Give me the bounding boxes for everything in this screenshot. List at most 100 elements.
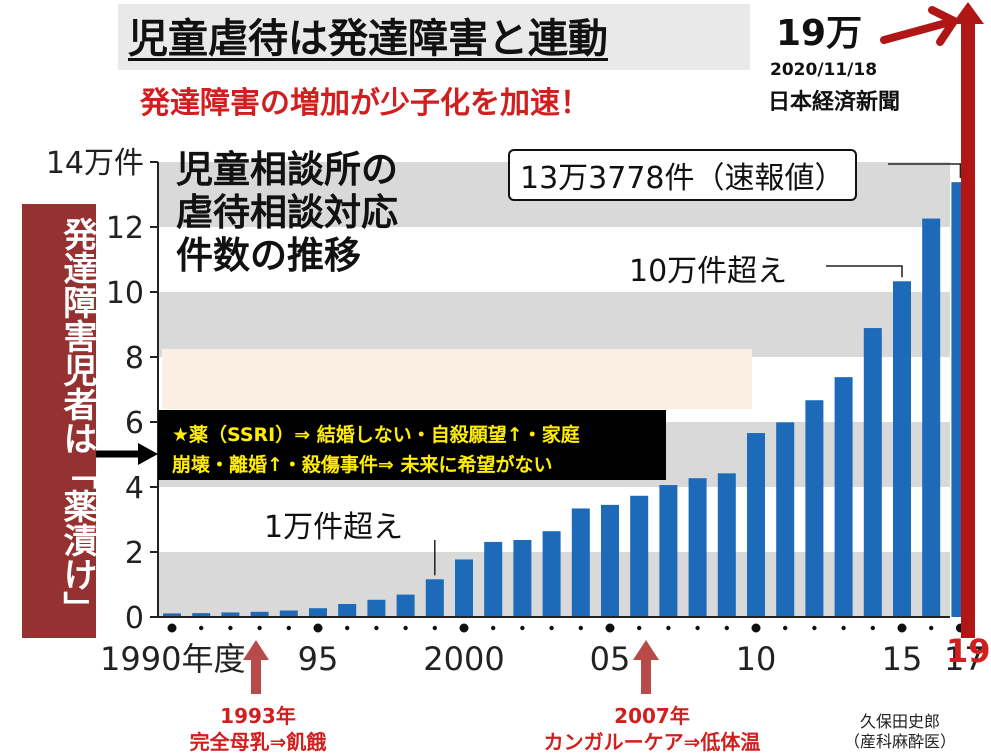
bar-2006 [630, 495, 649, 617]
arrow-1993-head [243, 640, 269, 660]
bar-1996 [338, 604, 357, 617]
x-axis-dots [167, 623, 965, 633]
x-dot-minor [403, 625, 408, 631]
bar-1992 [221, 612, 240, 617]
bar-1991 [192, 613, 211, 617]
page-subtitle: 発達障害の増加が少子化を加速！ [140, 86, 590, 121]
x-dot-minor [724, 625, 729, 631]
side-banner-text: 発達障害児者は「薬漬け」 [57, 217, 97, 625]
x-dot-minor [199, 625, 204, 631]
bar-2013 [834, 377, 853, 617]
bar-1995 [309, 608, 327, 617]
bar-2008 [688, 478, 707, 617]
y-tick-label: 12 [106, 211, 144, 246]
bar-2005 [601, 504, 619, 617]
annotation-1993-year: 1993年 [220, 704, 296, 728]
author-block: 久保田史郎 （産科麻酔医） [832, 712, 968, 752]
red-vertical-arrow-shaft [961, 16, 975, 638]
x-dot-minor [637, 625, 642, 631]
grid-band [158, 292, 950, 357]
y-tick-label: 4 [125, 471, 144, 506]
bar-2002 [513, 539, 532, 617]
title-background [118, 4, 750, 70]
y-tick-label: 10 [106, 276, 144, 311]
annotation-2007-year: 2007年 [614, 704, 690, 728]
y-tick-label: 6 [125, 406, 144, 441]
x-tick-label: 95 [298, 640, 339, 678]
arrow-2007-shaft [641, 656, 651, 694]
y-tick-label: 0 [125, 601, 144, 636]
x-tick-label: 1990年度 [100, 640, 245, 678]
warning-line-1: ★薬（SSRI）⇒ 結婚しない・自殺願望↑・家庭 [172, 424, 580, 446]
warning-box: ★薬（SSRI）⇒ 結婚しない・自殺願望↑・家庭 崩壊・離婚↑・殺傷事件⇒ 未来… [158, 410, 666, 480]
red-diagonal-arrow-head [928, 6, 958, 46]
x-dot-minor [870, 625, 875, 631]
x-dot-minor [257, 625, 262, 631]
source-name: 日本経済新聞 [768, 90, 901, 115]
chart-title-line-3: 件数の推移 [176, 234, 361, 277]
bar-2011 [776, 422, 795, 617]
over-10k-callout: 1万件超え [264, 510, 404, 545]
x-tick-label: 05 [590, 640, 631, 678]
x-dot-major [751, 623, 761, 633]
peak-callout: 13万3778件（速報値） [508, 149, 857, 201]
bar-2012 [805, 400, 824, 617]
page-title: 児童虐待は発達障害と連動 [128, 16, 608, 62]
black-arrow-head [138, 443, 158, 465]
label-19: 19 [946, 632, 991, 670]
x-tick-label: 2000 [423, 640, 504, 678]
x-dot-major [459, 623, 469, 633]
x-dot-minor [228, 625, 233, 631]
bar-2000 [455, 559, 473, 617]
annotation-2007-text: カンガルーケア⇒低体温 [543, 730, 761, 754]
bar-2016 [922, 218, 941, 618]
bar-1999 [425, 579, 444, 617]
x-dot-minor [841, 625, 846, 631]
bar-2003 [542, 531, 561, 617]
author-role: （産科麻酔医） [843, 732, 956, 751]
callout-leaders [434, 163, 962, 576]
side-banner: 発達障害児者は「薬漬け」 [22, 204, 97, 638]
arrows [96, 2, 984, 694]
x-tick-label: 10 [736, 640, 777, 678]
over-100k-callout: 10万件超え [629, 254, 788, 289]
y-tick-label: 14万件 [46, 146, 144, 181]
x-dot-minor [666, 625, 671, 631]
bar-2007 [659, 485, 678, 617]
bar-2010 [747, 433, 765, 617]
bar-1993 [250, 611, 269, 617]
leader-peak [888, 163, 962, 179]
bar-1994 [279, 610, 298, 617]
arrow-2007-head [633, 640, 659, 660]
arrow-1993-shaft [251, 656, 261, 694]
x-dot-minor [345, 625, 350, 631]
x-dot-minor [520, 625, 525, 631]
x-dot-minor [812, 625, 817, 631]
bar-series [163, 182, 970, 618]
y-tick-label: 8 [125, 341, 144, 376]
bar-1990 [163, 613, 181, 617]
annotation-1993-text: 完全母乳⇒飢餓 [189, 730, 327, 754]
x-dot-minor [695, 625, 700, 631]
bar-1998 [396, 594, 415, 617]
headline-number: 19万 [776, 13, 863, 54]
x-tick-label: 17 [944, 640, 985, 678]
x-dot-minor [578, 625, 583, 631]
chart-title: 児童相談所の 虐待相談対応 件数の推移 [176, 148, 398, 277]
x-dot-minor [549, 625, 554, 631]
highlight-band [162, 349, 752, 409]
red-diagonal-arrow-shaft [880, 18, 954, 44]
x-dot-minor [491, 625, 496, 631]
author-name: 久保田史郎 [859, 712, 940, 731]
x-axis-labels: 1990年度 95 2000 05 10 15 17 [100, 640, 985, 678]
x-dot-major [313, 623, 323, 633]
chart-title-line-2: 虐待相談対応 [176, 191, 398, 234]
x-dot-major [167, 623, 177, 633]
y-tick-label: 2 [125, 536, 144, 571]
bar-2015 [893, 281, 911, 617]
x-dot-minor [783, 625, 788, 631]
chart-title-line-1: 児童相談所の [176, 148, 398, 191]
x-dot-major [897, 623, 907, 633]
source-date: 2020/11/18 [770, 60, 878, 80]
